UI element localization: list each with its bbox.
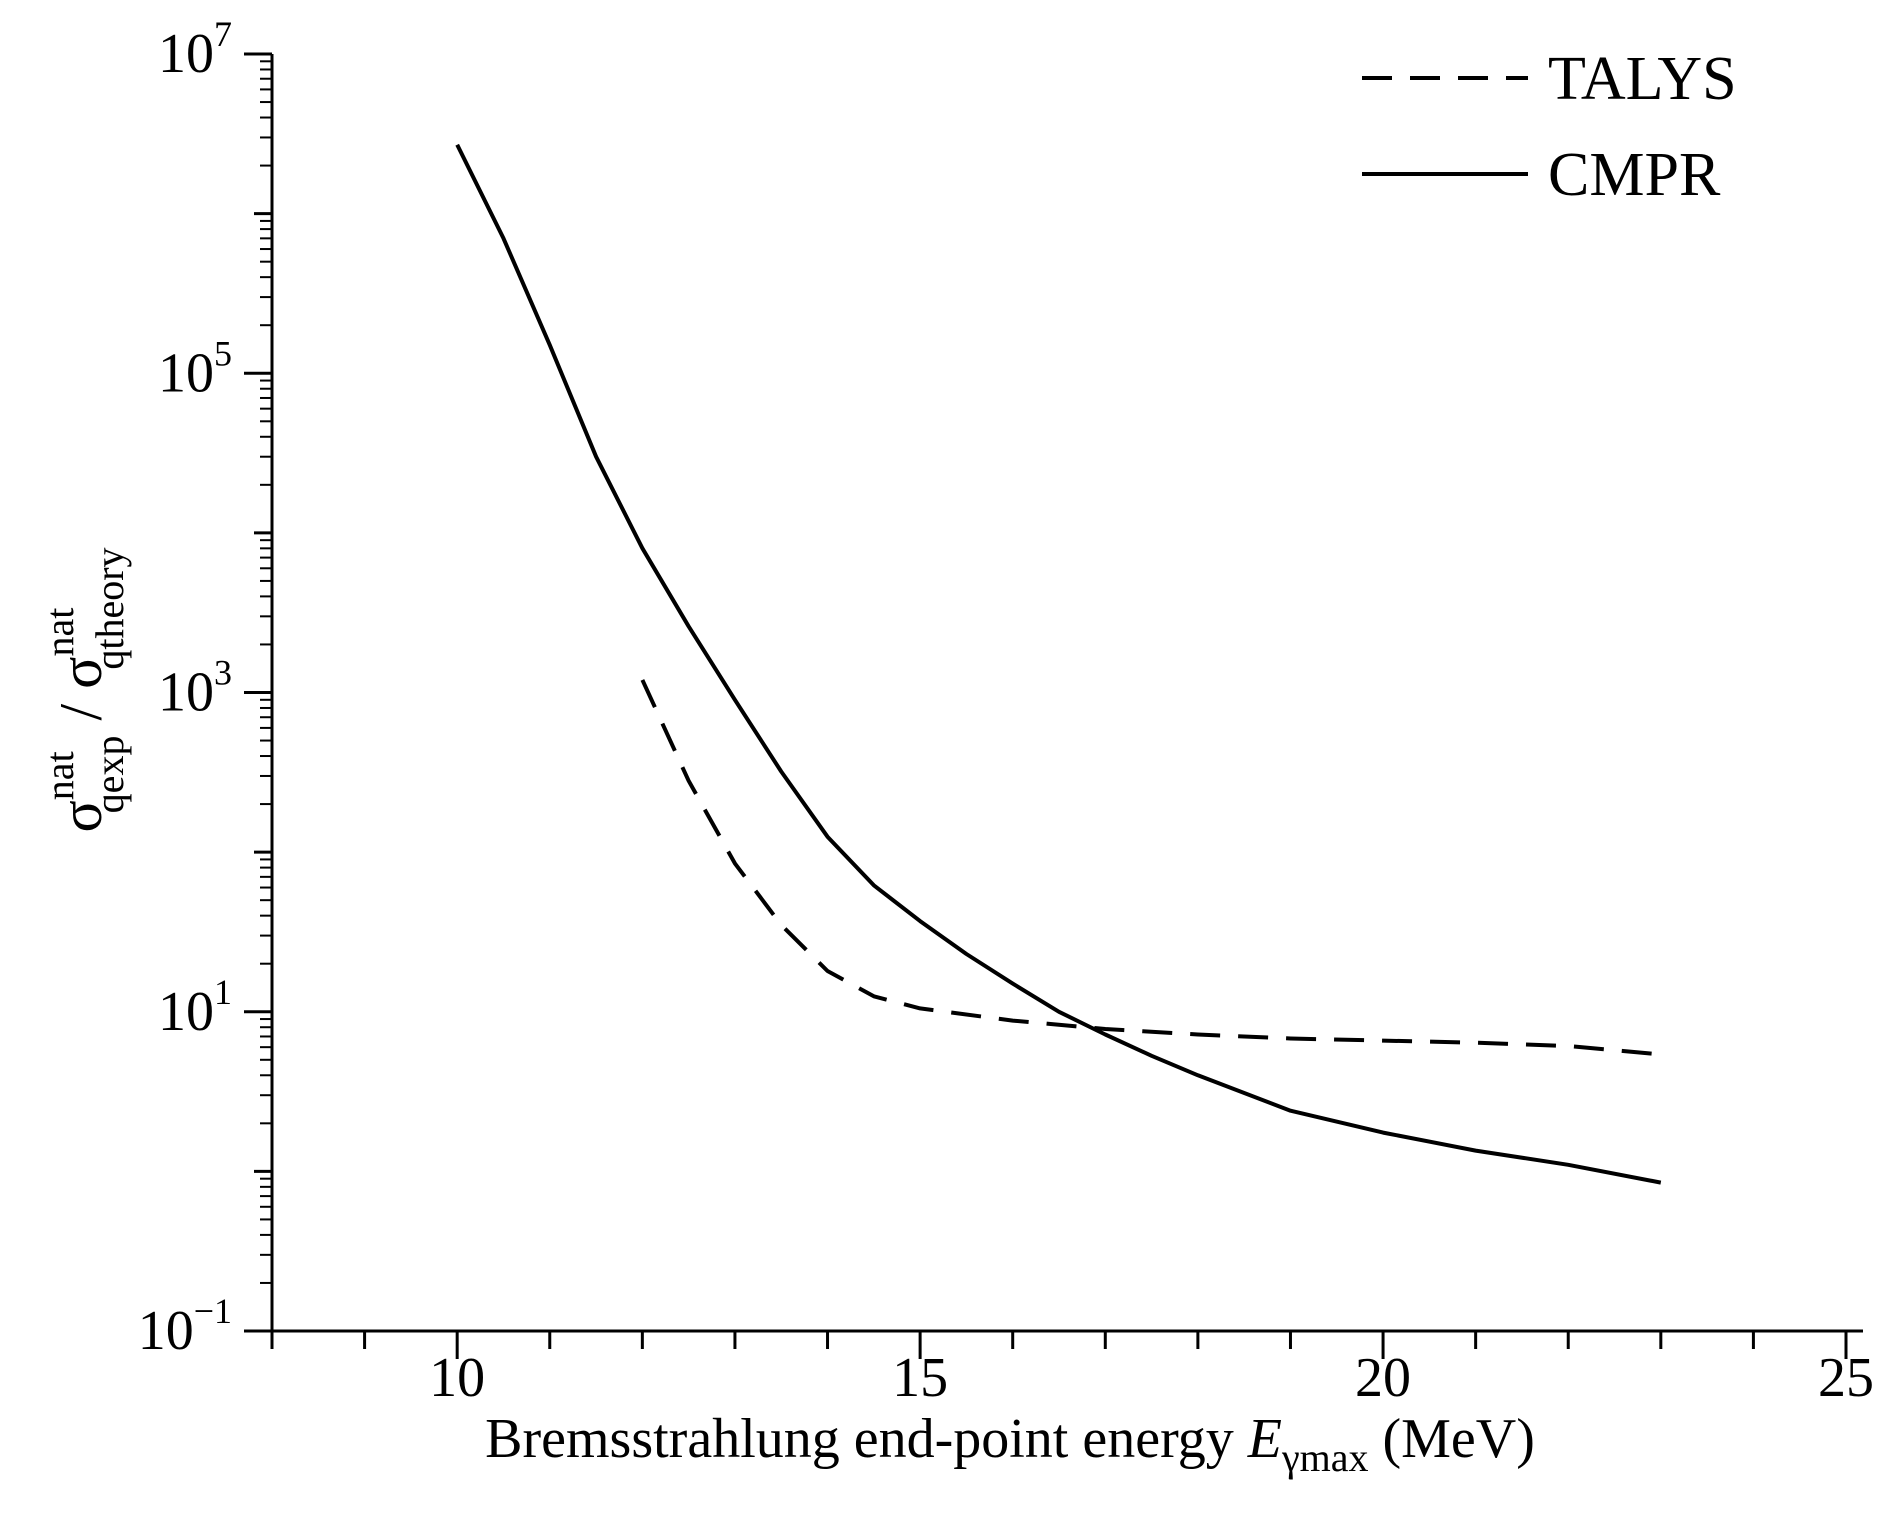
x-tick-label: 25 <box>1818 1347 1874 1409</box>
y-axis-title: σnat qexp / σnat qtheory <box>37 547 132 832</box>
y-tick-label: 10−1 <box>138 1291 232 1362</box>
series-layer <box>455 143 1662 1185</box>
x-tick-label: 15 <box>892 1347 948 1409</box>
y-tick-label: 107 <box>158 14 232 85</box>
series-line-talys <box>640 679 1661 1057</box>
series-line-cmpr <box>455 143 1662 1185</box>
legend-label-cmpr: CMPR <box>1548 141 1721 209</box>
legend: TALYS CMPR <box>1362 45 1737 209</box>
x-axis-title: Bremsstrahlung end-point energy Eγmax (M… <box>485 1408 1535 1480</box>
ticks-layer: 10 15 20 25 10−1 101 103 105 107 <box>138 14 1874 1409</box>
y-tick-label: 105 <box>158 333 232 404</box>
legend-label-talys: TALYS <box>1548 45 1737 113</box>
x-tick-label: 10 <box>429 1347 485 1409</box>
y-tick-label: 103 <box>158 653 232 724</box>
y-tick-label: 101 <box>158 972 232 1043</box>
x-tick-label: 20 <box>1355 1347 1411 1409</box>
